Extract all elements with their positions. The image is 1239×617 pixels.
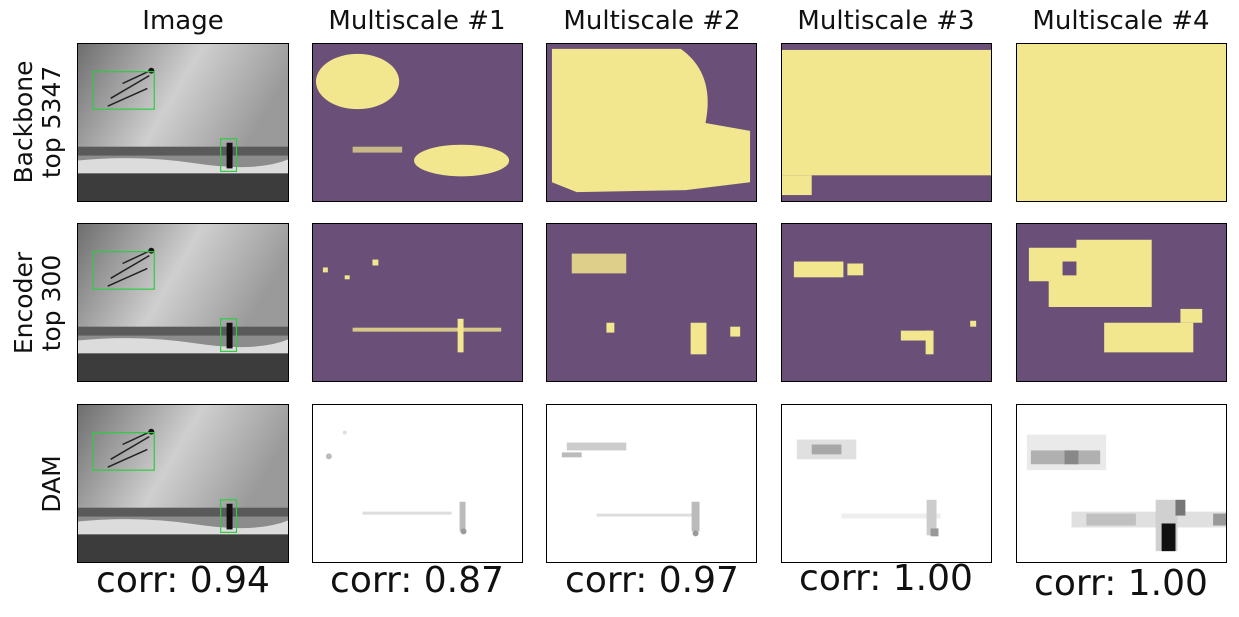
row-label-backbone-line2: top 5347: [37, 65, 66, 179]
corr-multiscale-3: corr: 1.00: [799, 558, 973, 599]
corr-multiscale-1: corr: 0.87: [330, 560, 504, 601]
panel-backbone-multiscale-1: [312, 43, 523, 202]
row-label-dam: DAM: [37, 455, 66, 513]
panel-dam-multiscale-4: [1016, 404, 1227, 563]
panel-encoder-multiscale-4: [1016, 223, 1227, 382]
row-label-dam-line1: DAM: [37, 455, 66, 513]
panel-image-row3: [77, 404, 289, 563]
corr-multiscale-4: corr: 1.00: [1034, 563, 1208, 604]
column-title-multiscale-2: Multiscale #2: [563, 6, 741, 36]
beach-photo: [78, 405, 288, 562]
row-label-backbone: Backbone top 5347: [9, 60, 66, 184]
panel-backbone-multiscale-4: [1016, 43, 1227, 202]
panel-dam-multiscale-3: [781, 404, 992, 563]
panel-backbone-multiscale-3: [781, 43, 992, 202]
beach-photo: [78, 224, 288, 381]
corr-image: corr: 0.94: [96, 560, 270, 601]
row-label-encoder-line2: top 300: [37, 254, 66, 352]
panel-dam-multiscale-1: [312, 404, 523, 563]
row-label-encoder-line1: Encoder: [9, 251, 38, 355]
column-title-multiscale-1: Multiscale #1: [328, 6, 506, 36]
corr-multiscale-2: corr: 0.97: [565, 560, 739, 601]
panel-encoder-multiscale-3: [781, 223, 992, 382]
column-title-image: Image: [142, 6, 224, 36]
panel-image-row2: [77, 223, 289, 382]
panel-backbone-multiscale-2: [546, 43, 757, 202]
panel-dam-multiscale-2: [546, 404, 757, 563]
panel-image-row1: [77, 43, 289, 202]
panel-encoder-multiscale-1: [312, 223, 523, 382]
row-label-encoder: Encoder top 300: [9, 251, 66, 355]
panel-encoder-multiscale-2: [546, 223, 757, 382]
beach-photo: [78, 44, 288, 201]
column-title-multiscale-3: Multiscale #3: [797, 6, 975, 36]
column-title-multiscale-4: Multiscale #4: [1032, 6, 1210, 36]
row-label-backbone-line1: Backbone: [9, 60, 38, 184]
